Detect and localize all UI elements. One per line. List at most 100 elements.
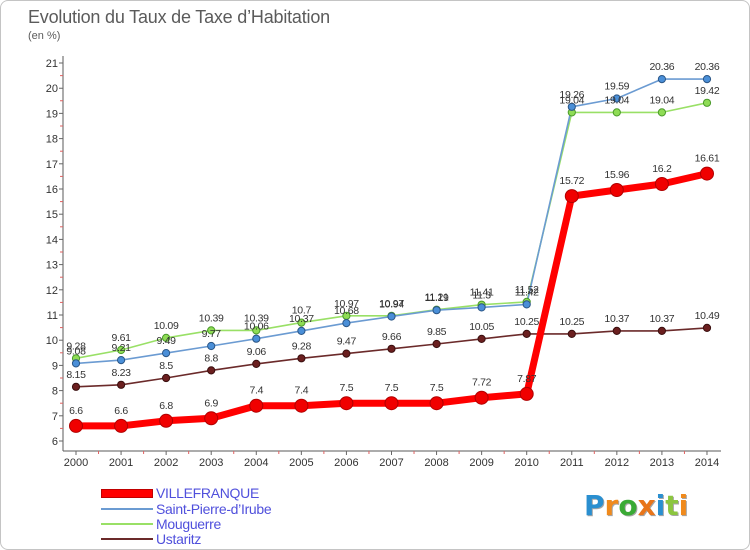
data-point-saint-pierre-d-irube	[657, 75, 667, 84]
data-point-ustaritz	[567, 329, 576, 338]
data-label-mouguerre: 9.61	[111, 332, 131, 344]
data-point-saint-pierre-d-irube	[387, 312, 396, 321]
legend-swatch-ustaritz	[101, 538, 153, 540]
x-tick-label: 2001	[109, 457, 133, 469]
data-point-villefranque	[474, 390, 489, 405]
y-tick-label: 9	[52, 360, 58, 372]
data-labels: 8.15 8.23 8.5 8.8 9.06 9.28 9.47 9.66 9.85 10.05 1…	[66, 61, 720, 417]
data-point-ustaritz	[702, 323, 712, 332]
data-label-mouguerre: 11.41	[470, 287, 494, 299]
y-tick-label: 16	[46, 184, 58, 196]
data-point-villefranque	[294, 398, 309, 413]
data-point-villefranque	[249, 398, 264, 413]
x-tick-label: 2010	[514, 457, 538, 469]
legend-label-saint-pierre-d-irube: Saint-Pierre-d’Irube	[156, 501, 272, 517]
legend-item-mouguerre: Mouguerre	[101, 517, 321, 532]
y-tick-label: 11	[47, 310, 58, 322]
data-point-villefranque	[700, 166, 714, 181]
data-point-mouguerre	[117, 345, 126, 355]
x-tick-label: 2014	[695, 457, 719, 469]
y-tick-label: 14	[46, 234, 58, 246]
data-label-saint-pierre-d-irube: 10.37	[289, 313, 314, 325]
y-tick-label: 8	[52, 386, 58, 398]
data-label-villefranque: 15.72	[559, 175, 584, 187]
legend-item-villefranque: VILLEFRANQUE	[101, 486, 321, 501]
y-tick-label: 13	[46, 260, 58, 272]
data-label-mouguerre: 10.39	[244, 312, 269, 324]
data-point-mouguerre	[657, 108, 667, 117]
data-point-villefranque	[429, 396, 444, 411]
x-tick-label: 2008	[424, 457, 448, 469]
data-label-ustaritz: 10.37	[604, 313, 629, 325]
data-label-villefranque: 7.5	[430, 382, 444, 394]
data-point-villefranque	[339, 396, 354, 411]
legend-swatch-villefranque	[101, 489, 153, 498]
data-point-mouguerre	[612, 108, 621, 117]
data-label-villefranque: 6.6	[69, 405, 83, 417]
logo-letter: i	[655, 489, 666, 522]
y-tick-label: 15	[46, 209, 58, 221]
data-point-saint-pierre-d-irube	[522, 300, 531, 309]
data-label-saint-pierre-d-irube: 9.77	[202, 328, 222, 340]
data-label-villefranque: 15.96	[604, 169, 629, 181]
data-label-villefranque: 7.5	[385, 382, 399, 394]
data-point-villefranque	[69, 418, 83, 433]
x-tick-label: 2009	[469, 457, 493, 469]
data-point-ustaritz	[432, 339, 441, 349]
legend-label-villefranque: VILLEFRANQUE	[156, 485, 259, 501]
data-label-mouguerre: 10.7	[292, 305, 312, 317]
data-label-saint-pierre-d-irube: 19.26	[559, 89, 584, 101]
chart-subtitle: (en %)	[28, 30, 61, 42]
x-tick-label: 2013	[650, 457, 674, 469]
data-label-villefranque: 7.87	[517, 373, 537, 385]
data-label-villefranque: 7.4	[295, 385, 309, 397]
chart-title: Evolution du Taux de Taxe d’Habitation	[28, 7, 330, 27]
data-point-villefranque	[654, 177, 669, 191]
data-point-ustaritz	[162, 373, 171, 383]
data-point-ustaritz	[252, 359, 261, 368]
data-point-saint-pierre-d-irube	[477, 303, 486, 312]
data-point-ustaritz	[117, 380, 126, 389]
data-point-villefranque	[609, 183, 624, 197]
data-point-ustaritz	[612, 326, 621, 335]
data-label-ustaritz: 9.06	[247, 346, 267, 358]
series-markers	[69, 75, 714, 433]
data-point-ustaritz	[71, 382, 81, 391]
data-label-ustaritz: 10.05	[469, 321, 494, 333]
legend-swatch-mouguerre	[101, 523, 153, 525]
data-label-villefranque: 6.9	[204, 397, 218, 409]
data-label-saint-pierre-d-irube: 19.59	[604, 81, 629, 93]
data-label-mouguerre: 11.21	[425, 292, 449, 304]
data-label-saint-pierre-d-irube: 20.36	[695, 61, 720, 73]
data-label-ustaritz: 9.47	[337, 336, 357, 348]
data-point-ustaritz	[477, 334, 486, 343]
data-point-mouguerre	[252, 326, 261, 335]
data-label-saint-pierre-d-irube: 11.42	[515, 286, 539, 298]
axes: 6 7 8 9 10 11 12 13 14 15 16 17 18 19 20 21 2000 2001 2002…	[46, 56, 721, 469]
data-point-saint-pierre-d-irube	[71, 359, 81, 368]
data-point-ustaritz	[522, 329, 531, 338]
data-label-mouguerre: 11.52	[515, 284, 539, 296]
data-label-saint-pierre-d-irube: 20.36	[650, 61, 675, 73]
data-label-mouguerre: 19.42	[695, 85, 720, 97]
data-point-ustaritz	[387, 344, 396, 353]
data-label-villefranque: 16.2	[652, 163, 672, 175]
data-point-saint-pierre-d-irube	[612, 94, 621, 103]
data-point-villefranque	[204, 411, 219, 426]
data-point-saint-pierre-d-irube	[297, 326, 306, 335]
data-label-ustaritz: 8.15	[66, 369, 86, 381]
data-label-ustaritz: 10.37	[650, 313, 675, 325]
logo-letter: i	[678, 489, 689, 522]
legend-label-ustaritz: Ustaritz	[156, 531, 202, 547]
data-label-mouguerre: 10.97	[334, 298, 359, 310]
data-label-villefranque: 7.72	[472, 377, 492, 389]
data-label-villefranque: 6.6	[114, 405, 128, 417]
data-label-saint-pierre-d-irube: 10.06	[244, 321, 269, 333]
data-label-saint-pierre-d-irube: 11.3	[472, 289, 491, 301]
x-tick-label: 2000	[64, 457, 88, 469]
data-label-saint-pierre-d-irube: 10.68	[334, 305, 359, 317]
data-point-villefranque	[114, 418, 129, 433]
data-point-mouguerre	[702, 98, 712, 107]
logo-letter: o	[618, 489, 638, 522]
